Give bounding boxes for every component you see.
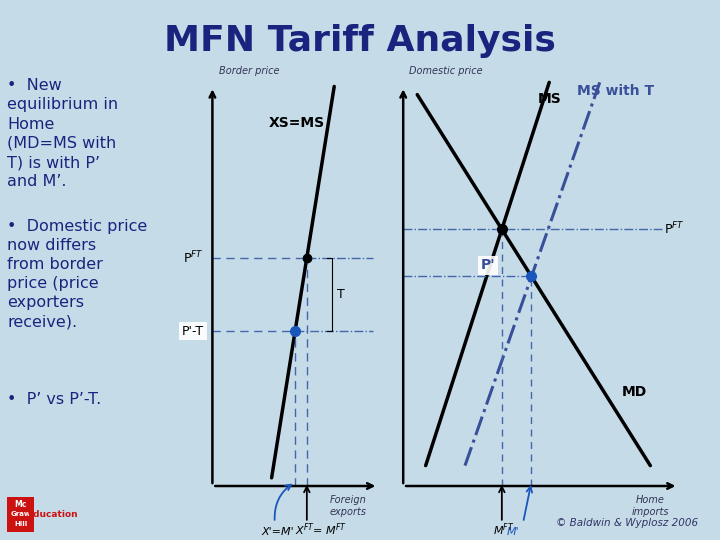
Text: Graw: Graw (11, 511, 31, 517)
Text: •  Domestic price
now differs
from border
price (price
exporters
receive).: • Domestic price now differs from border… (7, 219, 148, 330)
Text: Home
imports: Home imports (631, 495, 669, 517)
Text: •  P’ vs P’-T.: • P’ vs P’-T. (7, 392, 102, 407)
FancyBboxPatch shape (7, 497, 35, 532)
Text: Border price: Border price (219, 66, 279, 76)
Text: •  New
equilibrium in
Home
(MD=MS with
T) is with P’
and M’.: • New equilibrium in Home (MD=MS with T)… (7, 78, 118, 190)
Text: P'-T: P'-T (182, 325, 204, 338)
Text: X'=M': X'=M' (261, 527, 294, 537)
Text: MD: MD (622, 386, 647, 399)
Text: X$^{FT}$= M$^{FT}$: X$^{FT}$= M$^{FT}$ (295, 522, 347, 538)
Text: Domestic price: Domestic price (409, 66, 482, 76)
Text: Hill: Hill (14, 521, 27, 527)
Text: M': M' (506, 527, 519, 537)
Text: Mc: Mc (14, 500, 27, 509)
Text: Foreign
exports: Foreign exports (329, 495, 366, 517)
Text: XS=MS: XS=MS (269, 116, 325, 130)
Text: P$^{FT}$: P$^{FT}$ (665, 221, 685, 238)
Text: MS with T: MS with T (577, 84, 654, 98)
Text: MS: MS (538, 92, 562, 106)
Text: © Baldwin & Wyplosz 2006: © Baldwin & Wyplosz 2006 (557, 518, 698, 528)
Text: T: T (337, 288, 345, 301)
Text: P': P' (481, 259, 495, 272)
Text: P$^{FT}$: P$^{FT}$ (184, 249, 204, 266)
Text: Education: Education (27, 510, 78, 519)
Text: MFN Tariff Analysis: MFN Tariff Analysis (164, 24, 556, 58)
Text: M$^{FT}$: M$^{FT}$ (493, 522, 515, 538)
